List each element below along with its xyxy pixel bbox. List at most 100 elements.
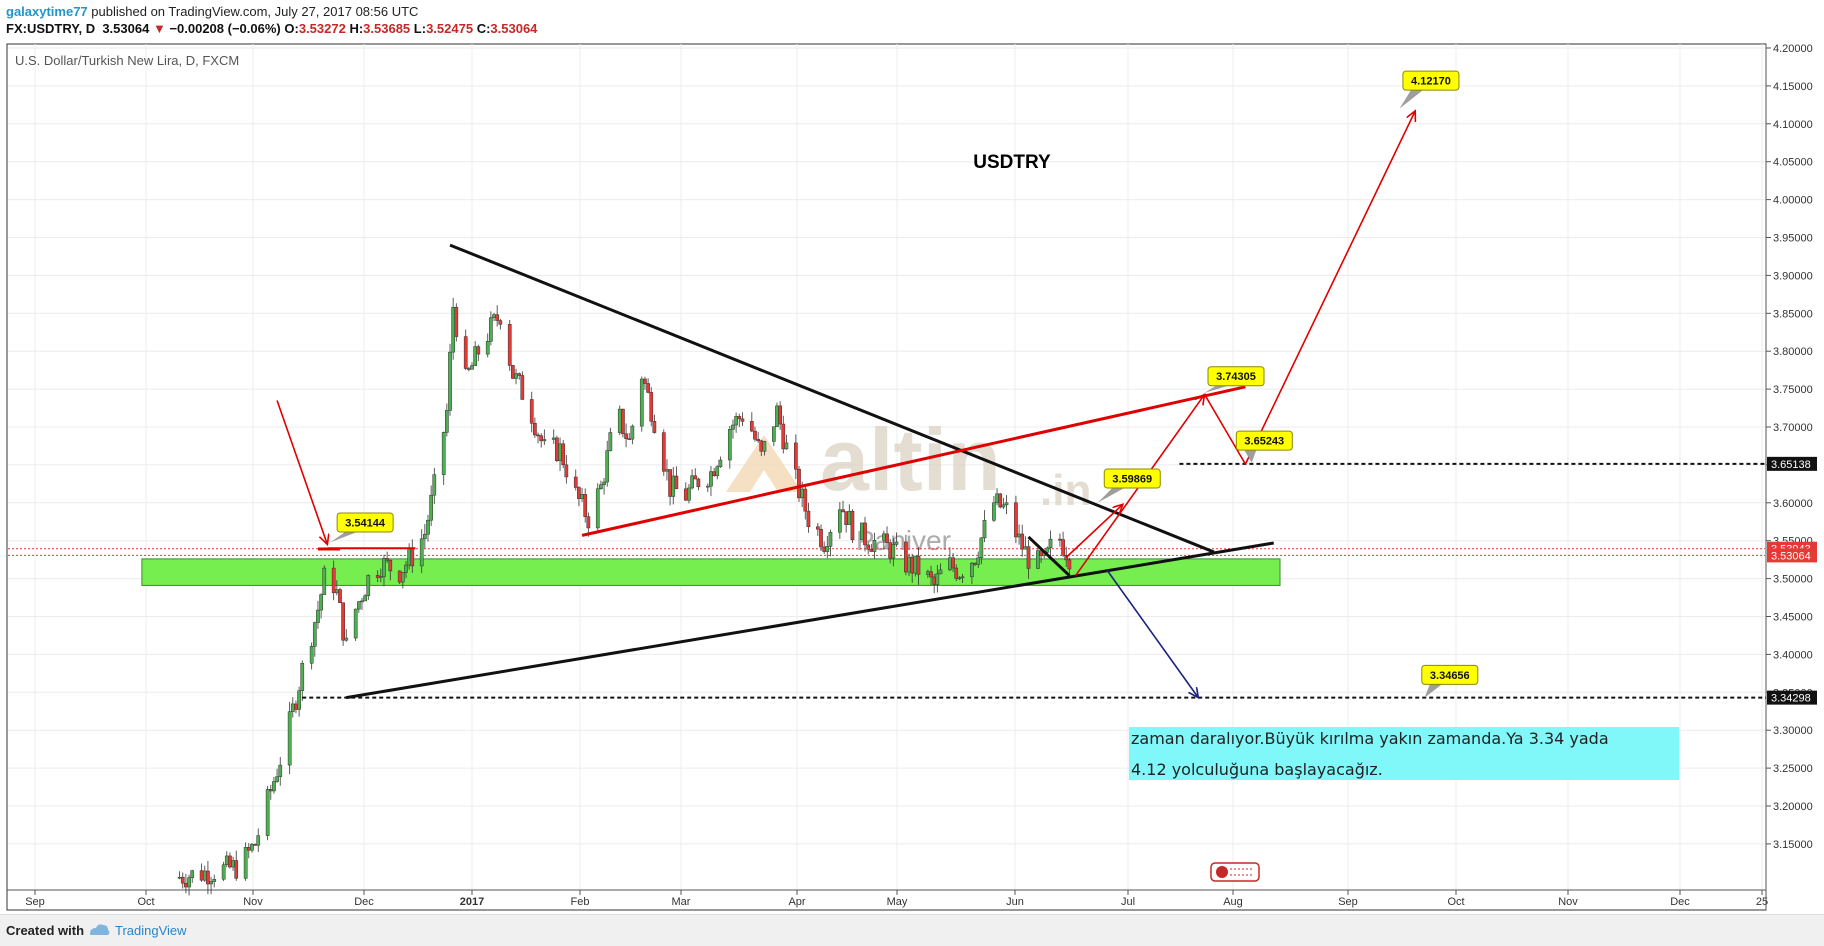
candle-body — [492, 314, 496, 318]
last-price: 3.53064 — [102, 21, 150, 36]
candle-body — [268, 789, 273, 792]
horizontal-levels: 3.65138 3.34298 — [302, 456, 1817, 705]
candle-body — [353, 608, 358, 639]
candle-body — [639, 378, 644, 427]
author-link[interactable]: galaxytime77 — [6, 4, 88, 19]
candle-body — [278, 764, 283, 777]
level-tag — [1767, 690, 1817, 705]
candle-body — [995, 493, 999, 504]
open-value: 3.53272 — [298, 21, 346, 36]
candle-body — [982, 520, 987, 539]
callout-label: 3.74305 — [1216, 371, 1256, 383]
candle-body — [441, 432, 446, 475]
candle-body — [687, 487, 691, 501]
candle-body — [445, 410, 449, 433]
candle-body — [784, 442, 789, 450]
event-flag-icon[interactable] — [1210, 862, 1260, 882]
publish-info: published on TradingView.com, July 27, 2… — [91, 4, 419, 19]
candle-body — [256, 835, 261, 846]
candle-body — [885, 533, 889, 543]
x-tick-label: Jul — [1121, 896, 1135, 908]
candle-body — [683, 488, 688, 501]
candle-body — [334, 589, 339, 594]
forecast-segment[interactable] — [1065, 504, 1123, 558]
note-box — [1129, 727, 1679, 780]
chart-title: U.S. Dollar/Turkish New Lira, D, FXCM — [15, 53, 239, 68]
candle-body — [674, 475, 679, 490]
candle-body — [712, 471, 716, 477]
candle-body — [577, 487, 581, 499]
candle-body — [643, 378, 647, 384]
candle-body — [404, 564, 408, 573]
candle-body — [803, 488, 808, 512]
candle-body — [551, 437, 556, 440]
candle-body — [1058, 538, 1062, 541]
candle-body — [926, 571, 930, 575]
candle-body — [423, 533, 427, 540]
tradingview-link[interactable]: TradingView — [115, 923, 187, 938]
forecast-arrows[interactable] — [1065, 111, 1415, 698]
candle-body — [749, 421, 754, 432]
candle-body — [863, 522, 867, 546]
trendline-arrow-in[interactable] — [276, 400, 327, 544]
trendline-upper[interactable] — [449, 243, 1215, 554]
trendline-channel[interactable] — [581, 385, 1246, 537]
candle-body — [913, 555, 918, 574]
trendlines[interactable] — [276, 243, 1274, 700]
candle-body — [224, 855, 229, 866]
candle-body — [454, 306, 459, 337]
symbol-name: FX:USDTRY, D — [6, 21, 96, 36]
candle-body — [869, 549, 874, 552]
forecast-segment[interactable] — [1203, 394, 1247, 465]
callout-label: 3.54144 — [345, 518, 386, 530]
candle-body — [378, 576, 383, 578]
candle-body — [382, 558, 386, 577]
x-tick-label: Jun — [1006, 896, 1024, 908]
candle-body — [806, 510, 811, 527]
candle-body — [630, 425, 635, 440]
callout-label: 3.59869 — [1112, 474, 1152, 486]
candle-body — [932, 576, 937, 585]
candle-body — [228, 855, 232, 868]
y-tick-label: 4.00000 — [1773, 195, 1813, 207]
candle-body — [948, 557, 952, 571]
candle-body — [910, 556, 915, 574]
candle-body — [290, 703, 295, 712]
watermark-logo-icon — [726, 435, 802, 492]
candle-body — [646, 383, 650, 393]
x-axis: Sep Oct Nov Dec 2017 Feb Mar Apr May Jun Jul Aug Sep… — [7, 889, 1768, 908]
candle-body — [338, 589, 342, 603]
candle-body — [1067, 559, 1072, 570]
candle-body — [904, 541, 908, 573]
candle-body — [177, 876, 182, 879]
callout-box — [1207, 366, 1265, 387]
candle-body — [617, 408, 622, 433]
candle-body — [778, 405, 782, 425]
candle-body — [605, 450, 610, 483]
forecast-segment[interactable] — [1244, 111, 1415, 465]
candle-body — [388, 559, 393, 572]
candle-body — [344, 637, 349, 641]
candle-body — [665, 469, 669, 472]
price-chart[interactable]: Sep Oct Nov Dec 2017 Feb Mar Apr May Jun Jul Aug Sep… — [0, 0, 1824, 914]
candle-body — [753, 430, 757, 440]
y-tick-label: 3.85000 — [1773, 308, 1813, 320]
candle-body — [356, 601, 361, 610]
trendline-small[interactable] — [1027, 535, 1071, 577]
level-tag-label: 3.65138 — [1771, 459, 1811, 471]
y-tick-label: 3.90000 — [1773, 270, 1813, 282]
forecast-segment[interactable] — [1106, 569, 1198, 697]
trendline-lower[interactable] — [346, 541, 1274, 700]
candle-body — [366, 575, 371, 597]
candle-body — [246, 847, 251, 851]
y-tick-label: 3.80000 — [1773, 346, 1813, 358]
candle-body — [407, 548, 411, 566]
x-tick-label: Aug — [1223, 896, 1243, 908]
candle-body — [1020, 533, 1025, 550]
candle-body — [822, 546, 826, 552]
candle-body — [894, 541, 899, 545]
y-tick-label: 3.75000 — [1773, 384, 1813, 396]
candle-body — [498, 320, 503, 325]
candle-body — [507, 324, 512, 366]
price-tag — [1767, 548, 1817, 563]
